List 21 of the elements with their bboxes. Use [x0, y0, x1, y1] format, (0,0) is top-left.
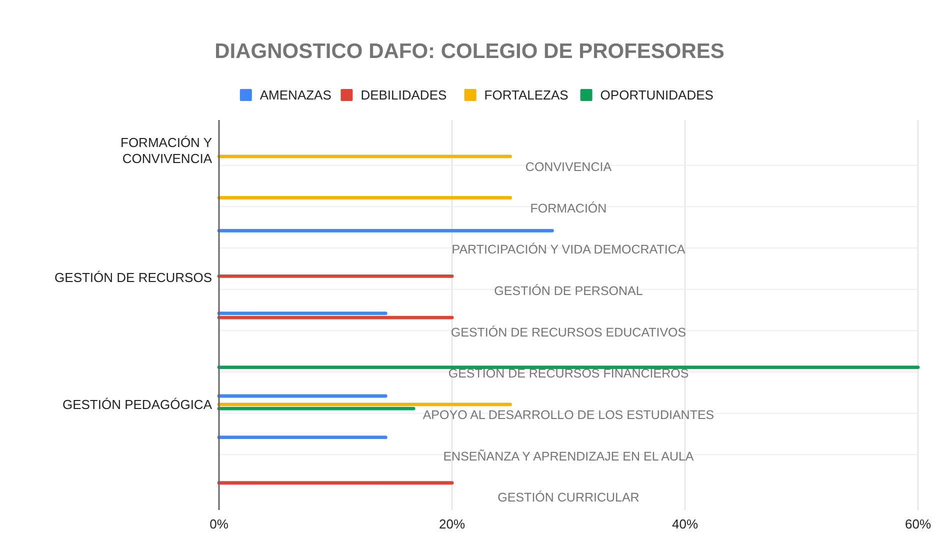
x-tick-label: 40% — [672, 516, 698, 532]
legend-label: DEBILIDADES — [360, 88, 447, 102]
legend-label: FORTALEZAS — [484, 88, 569, 102]
y-tick-label: PARTICIPACIÓN Y VIDA DEMOCRATICA — [452, 242, 686, 257]
y-tick-label: FORMACIÓN — [530, 201, 607, 216]
y-tick-label: APOYO AL DESARROLLO DE LOS ESTUDIANTES — [422, 408, 714, 422]
text: GESTIÓN DE RECURSOS — [54, 270, 212, 286]
x-tick-label: 60% — [904, 516, 932, 532]
text: FORMACIÓN Y CONVIVENCIA — [120, 135, 212, 166]
y-tick-label: CONVIVENCIA — [525, 160, 612, 174]
text: GESTIÓN PEDAGÓGICA — [62, 397, 212, 412]
x-tick-label: 0% — [210, 516, 229, 532]
y-tick-label: GESTIÓN CURRICULAR — [498, 490, 640, 505]
y-tick-label: GESTIÓN DE PERSONAL — [494, 284, 643, 298]
legend-label: AMENAZAS — [260, 88, 332, 102]
y-tick-label: GESTIÓN DE RECURSOS EDUCATIVOS — [450, 325, 686, 340]
y-tick-label: ENSEÑANZA Y APRENDIZAJE EN EL AULA — [443, 449, 694, 464]
legend-label: OPORTUNIDADES — [600, 88, 714, 102]
x-tick-label: 20% — [438, 516, 466, 532]
chart-title: DIAGNOSTICO DAFO: COLEGIO DE PROFESORES — [214, 40, 724, 63]
y-tick-label: GESTIÓN DE RECURSOS FINANCIEROS — [448, 366, 689, 381]
